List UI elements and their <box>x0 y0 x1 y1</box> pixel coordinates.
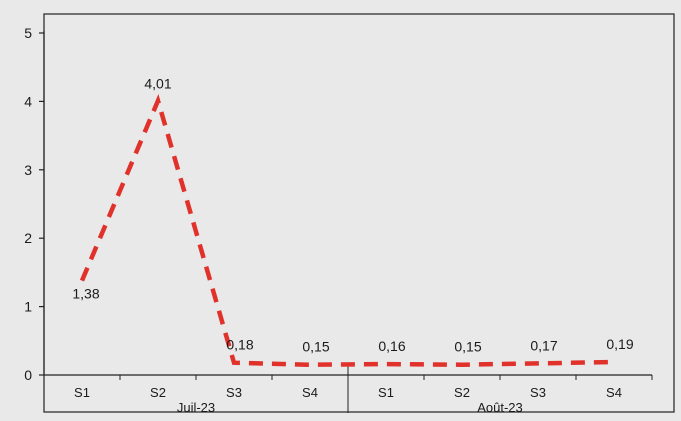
y-tick-label: 4 <box>24 93 32 109</box>
data-label: 0,19 <box>606 336 633 352</box>
data-label: 0,17 <box>530 337 557 353</box>
x-tick-label: S2 <box>454 385 470 400</box>
data-label: 1,38 <box>72 286 99 302</box>
y-tick-label: 1 <box>24 299 32 315</box>
x-tick-label: S2 <box>150 385 166 400</box>
x-tick-label: S3 <box>530 385 546 400</box>
x-group-label: Août-23 <box>477 400 523 415</box>
x-tick-label: S1 <box>74 385 90 400</box>
y-tick-label: 5 <box>24 25 32 41</box>
x-tick-label: S4 <box>606 385 622 400</box>
x-tick-label: S3 <box>226 385 242 400</box>
data-label: 0,16 <box>378 338 405 354</box>
x-tick-label: S4 <box>302 385 318 400</box>
data-label: 4,01 <box>144 76 171 92</box>
y-tick-label: 3 <box>24 162 32 178</box>
data-label: 0,15 <box>454 339 481 355</box>
x-group-label: Juil-23 <box>177 400 215 415</box>
y-tick-label: 2 <box>24 230 32 246</box>
data-label: 0,15 <box>302 339 329 355</box>
data-label: 0,18 <box>226 337 253 353</box>
y-tick-label: 0 <box>24 367 32 383</box>
x-tick-label: S1 <box>378 385 394 400</box>
